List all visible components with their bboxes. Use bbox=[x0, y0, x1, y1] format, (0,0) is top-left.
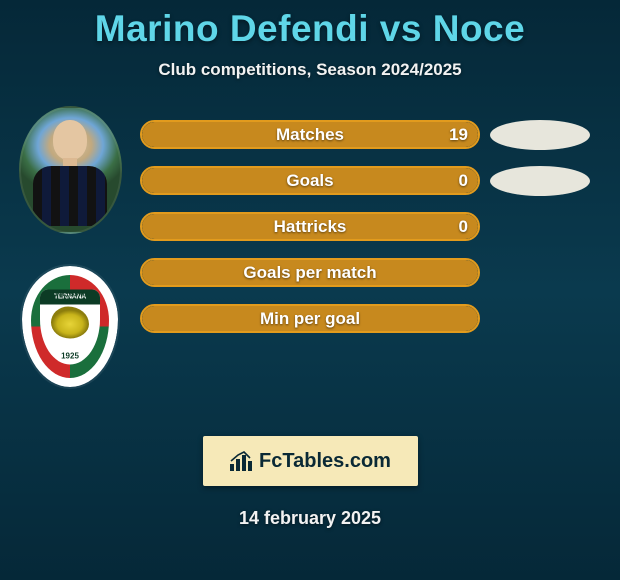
content-area: UNICUSANO TERNANA 1925 Matches19Goals0Ha… bbox=[0, 106, 620, 436]
stat-bar-value-p1: 0 bbox=[459, 171, 468, 191]
stat-bar-value-p1: 19 bbox=[449, 125, 468, 145]
title-player2: Noce bbox=[433, 8, 525, 49]
title-vs: vs bbox=[380, 8, 422, 49]
stat-bar-label: Goals per match bbox=[142, 263, 478, 283]
stat-bar-label: Min per goal bbox=[142, 309, 478, 329]
footer-date: 14 february 2025 bbox=[0, 508, 620, 529]
stat-bar-label: Goals bbox=[142, 171, 478, 191]
stat-bar-label: Hattricks bbox=[142, 217, 478, 237]
bar-chart-icon bbox=[229, 450, 253, 472]
player2-placeholder-oval bbox=[490, 166, 590, 196]
title-player1: Marino Defendi bbox=[95, 8, 369, 49]
stat-bar-label: Matches bbox=[142, 125, 478, 145]
avatar-jersey bbox=[33, 166, 107, 226]
crest-dragon-icon bbox=[51, 306, 89, 338]
crest-top-text: UNICUSANO bbox=[40, 292, 100, 298]
subtitle: Club competitions, Season 2024/2025 bbox=[0, 60, 620, 80]
player2-placeholder-oval bbox=[490, 120, 590, 150]
avatar-head bbox=[53, 120, 87, 160]
right-column bbox=[490, 120, 610, 212]
stat-bar: Hattricks0 bbox=[140, 212, 480, 241]
stat-bar: Goals0 bbox=[140, 166, 480, 195]
club-crest: UNICUSANO TERNANA 1925 bbox=[20, 264, 120, 389]
player1-avatar bbox=[19, 106, 122, 234]
left-column: UNICUSANO TERNANA 1925 bbox=[10, 106, 130, 389]
page-title: Marino Defendi vs Noce bbox=[0, 0, 620, 50]
stat-bar: Matches19 bbox=[140, 120, 480, 149]
stat-bar-value-p1: 0 bbox=[459, 217, 468, 237]
footer-logo-text: FcTables.com bbox=[259, 450, 391, 473]
stat-bars: Matches19Goals0Hattricks0Goals per match… bbox=[140, 120, 480, 350]
crest-year: 1925 bbox=[61, 351, 79, 360]
footer-logo: FcTables.com bbox=[203, 436, 418, 486]
stat-bar: Min per goal bbox=[140, 304, 480, 333]
stat-bar: Goals per match bbox=[140, 258, 480, 287]
